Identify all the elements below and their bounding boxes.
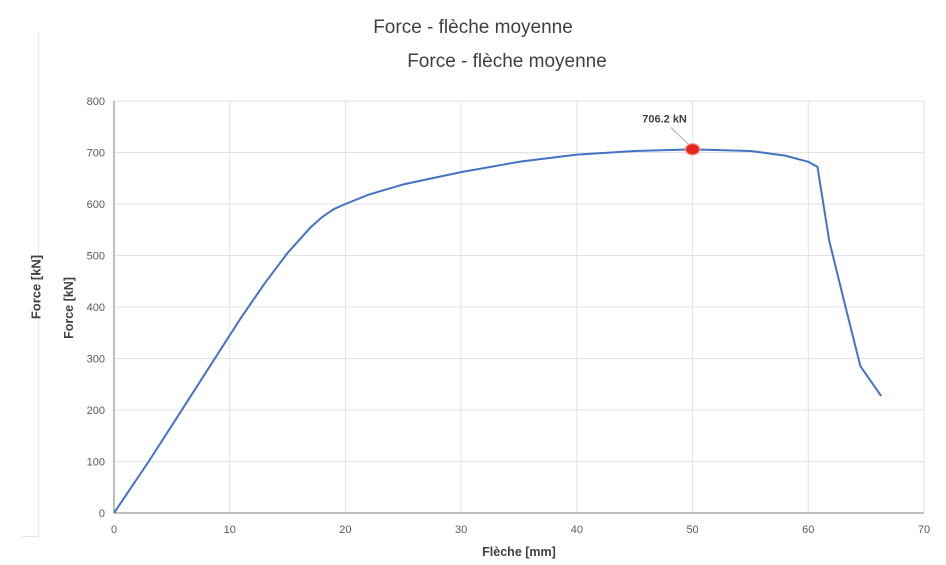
y-tick-label: 600	[87, 199, 105, 211]
x-tick-label: 20	[339, 524, 351, 536]
x-tick-label: 70	[918, 524, 930, 536]
y-tick-label: 500	[87, 251, 105, 263]
y-axis-label: Force [kN]	[62, 277, 76, 339]
y-tick-label: 700	[87, 148, 105, 160]
x-tick-label: 30	[455, 524, 467, 536]
y-tick-label: 200	[87, 405, 105, 417]
chart-title: Force - flèche moyenne	[407, 51, 607, 72]
y-tick-label: 400	[87, 302, 105, 314]
x-tick-label: 0	[111, 524, 117, 536]
y-tick-label: 0	[99, 508, 105, 520]
annotations: 706.2 kN	[642, 113, 699, 155]
x-tick-label: 60	[802, 524, 814, 536]
peak-annotation-label: 706.2 kN	[642, 113, 687, 125]
peak-marker	[686, 144, 700, 155]
x-tick-label: 40	[571, 524, 583, 536]
x-tick-label: 10	[224, 524, 236, 536]
y-tick-label: 800	[87, 96, 105, 108]
x-tick-label: 50	[686, 524, 698, 536]
annotation-leader-line	[671, 127, 690, 145]
y-tick-label: 300	[87, 354, 105, 366]
x-axis-label: Flèche [mm]	[482, 545, 556, 559]
y-tick-label: 100	[87, 457, 105, 469]
